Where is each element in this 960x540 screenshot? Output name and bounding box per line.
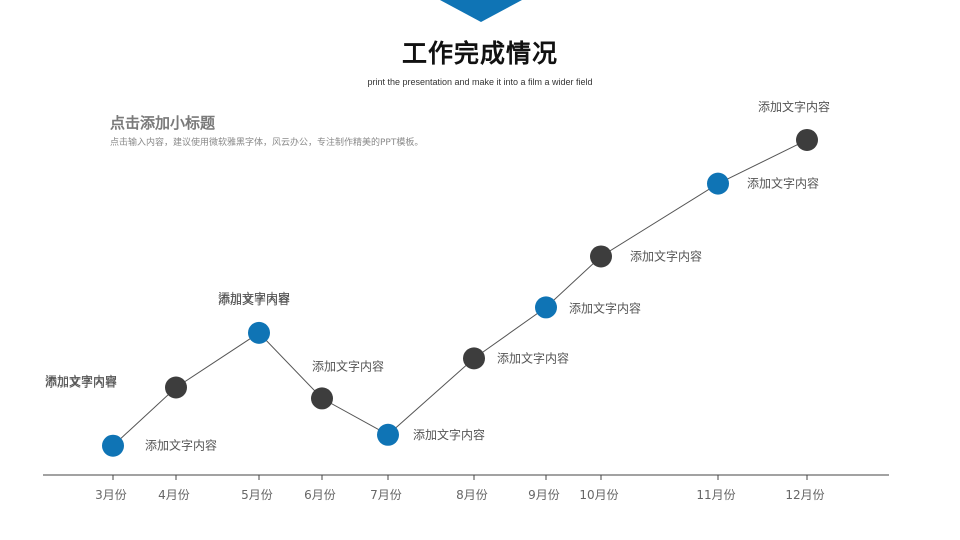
x-tick-label: 12月份 [785,488,824,502]
data-point-label: 添加文字内容 [569,300,641,315]
data-point-marker [535,296,557,319]
data-point-marker [311,387,333,410]
data-point-marker [377,423,399,446]
data-point-marker [463,347,485,370]
x-tick-label: 6月份 [304,488,336,502]
x-tick-label: 4月份 [158,488,190,502]
x-tick-label: 7月份 [370,488,402,502]
data-point-label: 添加文字内容 [218,292,290,307]
page-title: 工作完成情况 [401,39,558,68]
data-point-label: 添加文字内容 [218,290,290,305]
section-subheading: 点击添加小标题 [110,114,216,132]
data-point-label: 添加文字内容 [145,438,217,453]
x-tick-label: 9月份 [528,488,560,502]
data-point-marker [102,434,124,457]
data-point-marker [165,376,187,399]
data-point-marker [248,321,270,344]
data-point-label: 添加文字内容 [45,373,117,388]
x-tick-label: 10月份 [579,488,618,502]
x-tick-label: 5月份 [241,488,273,502]
x-tick-label: 11月份 [696,488,735,502]
data-point-marker [796,128,818,151]
data-point-marker [590,245,612,268]
page-subtitle: print the presentation and make it into … [367,77,593,87]
data-point-label: 添加文字内容 [630,248,702,263]
data-point-label: 添加文字内容 [747,176,819,191]
x-tick-label: 3月份 [95,488,127,502]
data-point-label: 添加文字内容 [413,427,485,442]
data-point-label: 添加文字内容 [758,99,830,114]
data-point-label: 添加文字内容 [497,350,569,365]
section-description: 点击输入内容，建议使用微软雅黑字体，风云办公，专注制作精美的PPT模板。 [110,138,424,148]
data-point-label: 添加文字内容 [312,358,384,373]
series-line [112,139,808,447]
data-point-label: 添加文字内容 [45,374,117,389]
x-tick-label: 8月份 [456,488,488,502]
data-point-marker [707,172,729,195]
top-accent-tab [440,0,522,22]
